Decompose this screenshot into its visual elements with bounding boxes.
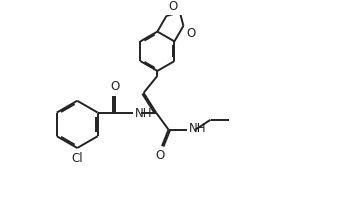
Text: O: O bbox=[168, 0, 177, 13]
Text: NH: NH bbox=[189, 122, 206, 135]
Text: NH: NH bbox=[135, 107, 152, 120]
Text: O: O bbox=[187, 27, 196, 40]
Text: O: O bbox=[110, 80, 119, 93]
Text: Cl: Cl bbox=[71, 152, 83, 165]
Text: O: O bbox=[156, 149, 165, 162]
